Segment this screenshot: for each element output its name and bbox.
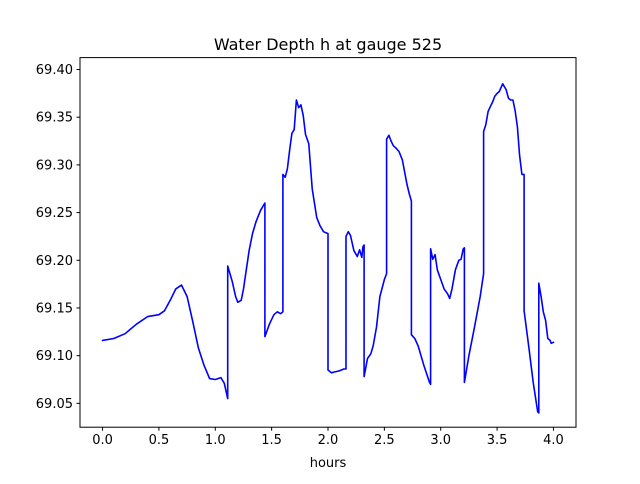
y-tick-label: 69.05 <box>36 397 73 412</box>
plot-frame <box>79 57 577 428</box>
series-line-1 <box>101 83 555 414</box>
x-tick-label: 0.0 <box>92 433 113 448</box>
x-tick-label: 1.5 <box>261 433 282 448</box>
x-tick-label: 2.5 <box>374 433 395 448</box>
plot-layer <box>101 83 555 414</box>
y-axis: 69.05 69.10 69.15 69.20 69.25 69.30 69.35 69.40 <box>36 63 80 412</box>
y-tick-label: 69.10 <box>36 349 73 364</box>
y-tick-label: 69.30 <box>36 158 73 173</box>
chart-title: Water Depth h at gauge 525 <box>214 35 442 54</box>
x-tick-label: 2.0 <box>318 433 339 448</box>
x-tick-label: 4.0 <box>543 433 564 448</box>
y-tick-label: 69.20 <box>36 254 73 269</box>
y-tick-label: 69.35 <box>36 111 73 126</box>
x-tick-label: 1.0 <box>205 433 226 448</box>
x-tick-label: 3.5 <box>487 433 508 448</box>
y-tick-label: 69.25 <box>36 206 73 221</box>
x-tick-label: 0.5 <box>149 433 170 448</box>
y-tick-label: 69.40 <box>36 63 73 78</box>
y-tick-label: 69.15 <box>36 301 73 316</box>
x-axis-label: hours <box>310 456 347 471</box>
x-axis: 0.0 0.5 1.0 1.5 2.0 2.5 3.0 3.5 4.0 <box>92 427 564 448</box>
x-tick-label: 3.0 <box>430 433 451 448</box>
